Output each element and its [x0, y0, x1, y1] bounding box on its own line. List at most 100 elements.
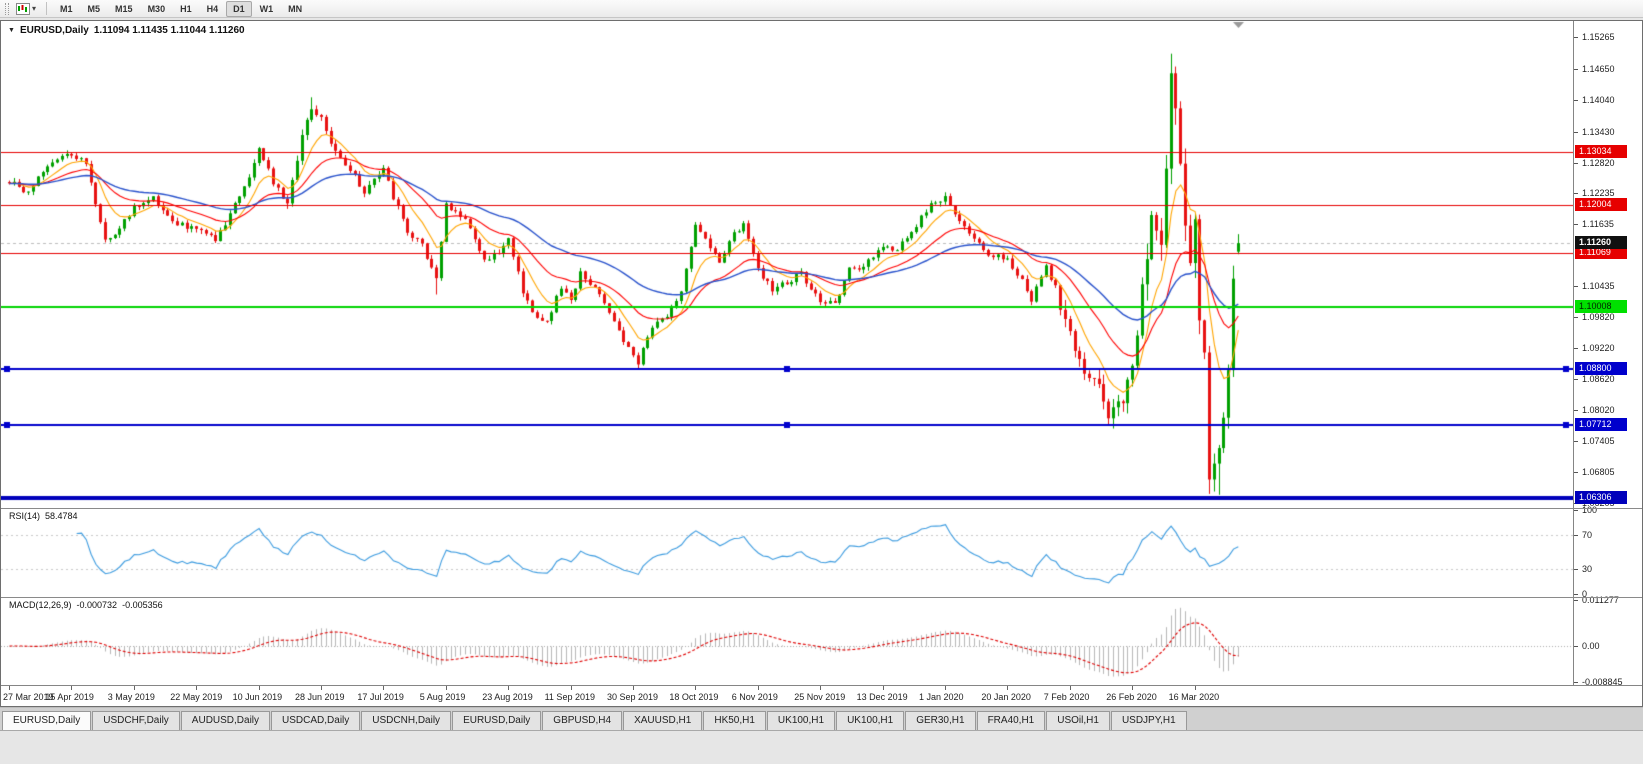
time-axis-tick [71, 686, 72, 690]
time-axis-label: 1 Jan 2020 [919, 692, 964, 702]
macd-pane-separator[interactable] [1, 597, 1642, 598]
time-axis-label: 23 Aug 2019 [482, 692, 533, 702]
tab-usdcad-daily[interactable]: USDCAD,Daily [271, 711, 361, 730]
time-axis[interactable]: 27 Mar 2019 15 Apr 2019 3 May 2019 22 May 2… [1, 685, 1642, 706]
macd-signal-value: -0.005356 [122, 600, 163, 610]
time-axis-tick [446, 686, 447, 690]
time-axis-label: 6 Nov 2019 [731, 692, 778, 702]
tab-fra40-h1[interactable]: FRA40,H1 [976, 711, 1046, 730]
price-scale-tick: 1.08020 [1574, 404, 1642, 416]
toolbar-grip[interactable] [5, 2, 9, 15]
tab-audusd-daily[interactable]: AUDUSD,Daily [180, 711, 271, 730]
macd-scale-tick: 0.011277 [1574, 594, 1642, 606]
timeframe-button-m15[interactable]: M15 [115, 3, 133, 14]
tab-uk100-h1[interactable]: UK100,H1 [766, 711, 836, 730]
tab-usdcnh-daily[interactable]: USDCNH,Daily [361, 711, 452, 730]
rsi-name: RSI(14) [9, 511, 41, 521]
time-axis-tick [1070, 686, 1071, 690]
time-axis-label: 20 Jan 2020 [981, 692, 1031, 702]
time-axis-tick [321, 686, 322, 690]
chart-symbol-period: EURUSD,Daily [19, 25, 89, 36]
rsi-scale-tick: 30 [1574, 563, 1642, 575]
macd-scale-tick: 0.00 [1574, 640, 1642, 652]
chart-type-icon[interactable] [15, 2, 31, 16]
price-scale-tick: 1.08620 [1574, 373, 1642, 385]
time-axis-label: 16 Mar 2020 [1168, 692, 1220, 702]
tab-eurusd-daily[interactable]: EURUSD,Daily [452, 711, 542, 730]
level-price-label: 1.07712 [1575, 418, 1627, 431]
timeframe-button-d1[interactable]: D1 [226, 0, 252, 17]
timeframe-button-m30[interactable]: M30 [147, 3, 166, 14]
macd-name: MACD(12,26,9) [9, 600, 72, 610]
price-scale[interactable]: 1.15265 1.14650 1.14040 1.13430 1.12820 1.122… [1573, 21, 1642, 685]
price-scale-tick: 1.07405 [1574, 435, 1642, 447]
price-scale-tick: 1.10435 [1574, 280, 1642, 292]
time-axis-label: 18 Oct 2019 [669, 692, 719, 702]
price-scale-tick: 1.13430 [1574, 126, 1642, 138]
price-scale-tick: 1.12820 [1574, 157, 1642, 169]
tab-usdjpy-h1[interactable]: USDJPY,H1 [1110, 711, 1187, 730]
rsi-pane-separator[interactable] [1, 508, 1642, 509]
time-axis-label: 17 Jul 2019 [357, 692, 404, 702]
rsi-scale-tick: 100 [1574, 504, 1642, 516]
time-axis-label: 5 Aug 2019 [419, 692, 466, 702]
price-scale-tick: 1.06805 [1574, 466, 1642, 478]
chart-tabs-bar: EURUSD,Daily USDCHF,Daily AUDUSD,Daily USDC… [0, 707, 1643, 731]
toolbar-separator [46, 2, 48, 15]
timeframe-button-h1[interactable]: H1 [180, 3, 192, 14]
time-axis-label: 3 May 2019 [107, 692, 155, 702]
time-axis-tick [259, 686, 260, 690]
tab-uk100-h1[interactable]: UK100,H1 [836, 711, 905, 730]
price-scale-tick: 1.15265 [1574, 31, 1642, 43]
time-axis-tick [383, 686, 384, 690]
price-scale-tick: 1.12235 [1574, 187, 1642, 199]
time-axis-tick [9, 686, 10, 690]
price-chart-canvas[interactable] [1, 21, 1573, 685]
time-axis-tick [1007, 686, 1008, 690]
collapse-icon[interactable]: ▼ [8, 27, 15, 34]
tab-ger30-h1[interactable]: GER30,H1 [905, 711, 976, 730]
time-axis-label: 11 Sep 2019 [544, 692, 595, 702]
macd-main-value: -0.000732 [76, 600, 118, 610]
time-axis-label: 26 Feb 2020 [1106, 692, 1157, 702]
price-scale-tick: 1.14650 [1574, 63, 1642, 75]
rsi-scale-tick: 70 [1574, 529, 1642, 541]
timeframe-button-mn[interactable]: MN [288, 3, 303, 14]
time-axis-tick [758, 686, 759, 690]
level-price-label: 1.10008 [1575, 300, 1627, 313]
price-scale-tick: 1.14040 [1574, 94, 1642, 106]
tab-gbpusd-h4[interactable]: GBPUSD,H4 [542, 711, 623, 730]
macd-scale-tick: -0.008845 [1574, 676, 1642, 685]
level-price-label: 1.08800 [1575, 362, 1627, 375]
rsi-scale-tick: 0 [1574, 588, 1642, 600]
rsi-indicator-label: RSI(14) 58.4784 [9, 511, 78, 521]
chart-type-dropdown-caret[interactable]: ▾ [32, 4, 37, 13]
timeframe-toolbar: ▾ M1 M5 M15 M30 H1 H4 D1 W1 MN [0, 0, 1643, 18]
tab-usoil-h1[interactable]: USOil,H1 [1046, 711, 1110, 730]
time-axis-label: 25 Nov 2019 [794, 692, 846, 702]
time-axis-tick [883, 686, 884, 690]
chart-title: ▼ EURUSD,Daily 1.11094 1.11435 1.11044 1… [8, 25, 245, 36]
price-scale-tick: 1.09820 [1574, 311, 1642, 323]
macd-indicator-label: MACD(12,26,9) -0.000732 -0.005356 [9, 600, 163, 610]
timeframe-button-w1[interactable]: W1 [259, 3, 274, 14]
time-axis-label: 28 Jun 2019 [295, 692, 345, 702]
time-axis-tick [1132, 686, 1133, 690]
rsi-value: 58.4784 [45, 511, 78, 521]
time-axis-tick [633, 686, 634, 690]
current-price-label: 1.11260 [1575, 236, 1627, 249]
timeframe-button-m5[interactable]: M5 [87, 3, 101, 14]
time-axis-label: 10 Jun 2019 [232, 692, 283, 702]
time-axis-tick [1195, 686, 1196, 690]
tab-xauusd-h1[interactable]: XAUUSD,H1 [623, 711, 703, 730]
tab-usdchf-daily[interactable]: USDCHF,Daily [92, 711, 180, 730]
tab-hk50-h1[interactable]: HK50,H1 [703, 711, 766, 730]
time-axis-label: 7 Feb 2020 [1043, 692, 1090, 702]
timeframe-button-h4[interactable]: H4 [206, 3, 219, 14]
timeframe-button-m1[interactable]: M1 [60, 3, 73, 14]
time-axis-tick [196, 686, 197, 690]
chart-ohlc-values: 1.11094 1.11435 1.11044 1.11260 [93, 25, 245, 36]
price-scale-tick: 1.09220 [1574, 342, 1642, 354]
tab-eurusd-daily[interactable]: EURUSD,Daily [2, 711, 92, 730]
level-price-label: 1.11069 [1575, 246, 1627, 259]
